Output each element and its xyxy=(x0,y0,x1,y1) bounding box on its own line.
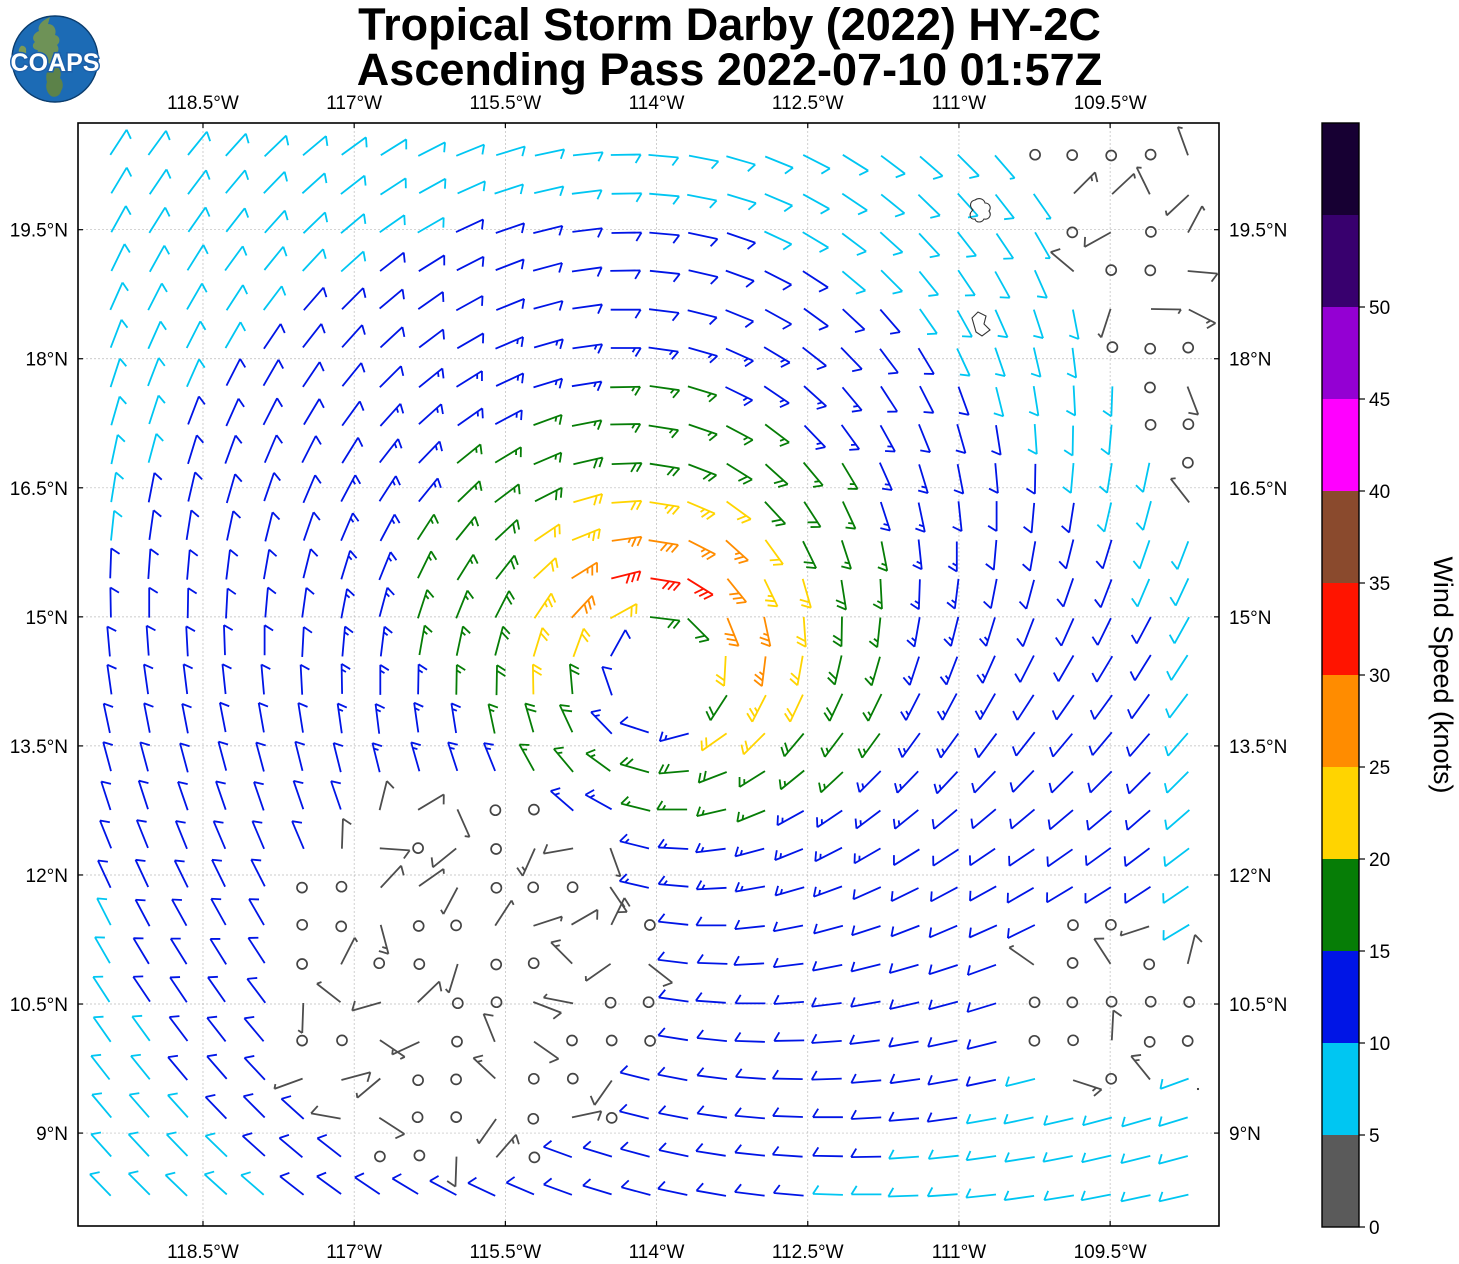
svg-text:45: 45 xyxy=(1369,390,1390,411)
svg-text:118.5°W: 118.5°W xyxy=(167,93,239,114)
svg-text:9°N: 9°N xyxy=(36,1124,68,1145)
svg-text:115.5°W: 115.5°W xyxy=(470,93,542,114)
svg-text:Ascending Pass 2022-07-10 01:5: Ascending Pass 2022-07-10 01:57Z xyxy=(357,44,1102,95)
svg-text:COAPS: COAPS xyxy=(11,49,100,77)
svg-text:19.5°N: 19.5°N xyxy=(1229,221,1287,242)
svg-text:15: 15 xyxy=(1369,942,1390,963)
svg-text:12°N: 12°N xyxy=(1229,866,1271,887)
svg-text:112.5°W: 112.5°W xyxy=(772,1242,844,1263)
svg-text:25: 25 xyxy=(1369,758,1390,779)
svg-text:12°N: 12°N xyxy=(26,866,68,887)
svg-text:112.5°W: 112.5°W xyxy=(772,93,844,114)
svg-text:16.5°N: 16.5°N xyxy=(1229,479,1287,500)
svg-text:15°N: 15°N xyxy=(26,608,68,629)
svg-text:13.5°N: 13.5°N xyxy=(10,737,68,758)
svg-text:115.5°W: 115.5°W xyxy=(470,1242,542,1263)
svg-text:114°W: 114°W xyxy=(629,1242,685,1263)
svg-text:13.5°N: 13.5°N xyxy=(1229,737,1287,758)
svg-text:10.5°N: 10.5°N xyxy=(10,995,68,1016)
svg-text:Wind Speed (knots): Wind Speed (knots) xyxy=(1428,556,1458,793)
svg-text:114°W: 114°W xyxy=(629,93,685,114)
svg-text:0: 0 xyxy=(1369,1218,1380,1239)
svg-text:19.5°N: 19.5°N xyxy=(10,221,68,242)
svg-text:10: 10 xyxy=(1369,1034,1390,1055)
svg-text:18°N: 18°N xyxy=(1229,350,1271,371)
svg-text:16.5°N: 16.5°N xyxy=(10,479,68,500)
svg-text:111°W: 111°W xyxy=(932,1242,986,1263)
svg-text:10.5°N: 10.5°N xyxy=(1229,995,1287,1016)
svg-text:111°W: 111°W xyxy=(932,93,986,114)
svg-text:15°N: 15°N xyxy=(1229,608,1271,629)
svg-text:109.5°W: 109.5°W xyxy=(1074,93,1147,114)
svg-text:117°W: 117°W xyxy=(326,1242,382,1263)
svg-text:30: 30 xyxy=(1369,666,1390,687)
svg-text:18°N: 18°N xyxy=(26,350,68,371)
svg-text:40: 40 xyxy=(1369,482,1390,503)
svg-text:5: 5 xyxy=(1369,1126,1380,1147)
svg-text:117°W: 117°W xyxy=(326,93,382,114)
svg-text:20: 20 xyxy=(1369,850,1390,871)
svg-text:Tropical Storm Darby (2022) HY: Tropical Storm Darby (2022) HY-2C xyxy=(358,0,1101,50)
svg-text:35: 35 xyxy=(1369,574,1390,595)
svg-text:109.5°W: 109.5°W xyxy=(1074,1242,1147,1263)
svg-text:118.5°W: 118.5°W xyxy=(167,1242,239,1263)
svg-text:9°N: 9°N xyxy=(1229,1124,1261,1145)
svg-text:50: 50 xyxy=(1369,298,1390,319)
